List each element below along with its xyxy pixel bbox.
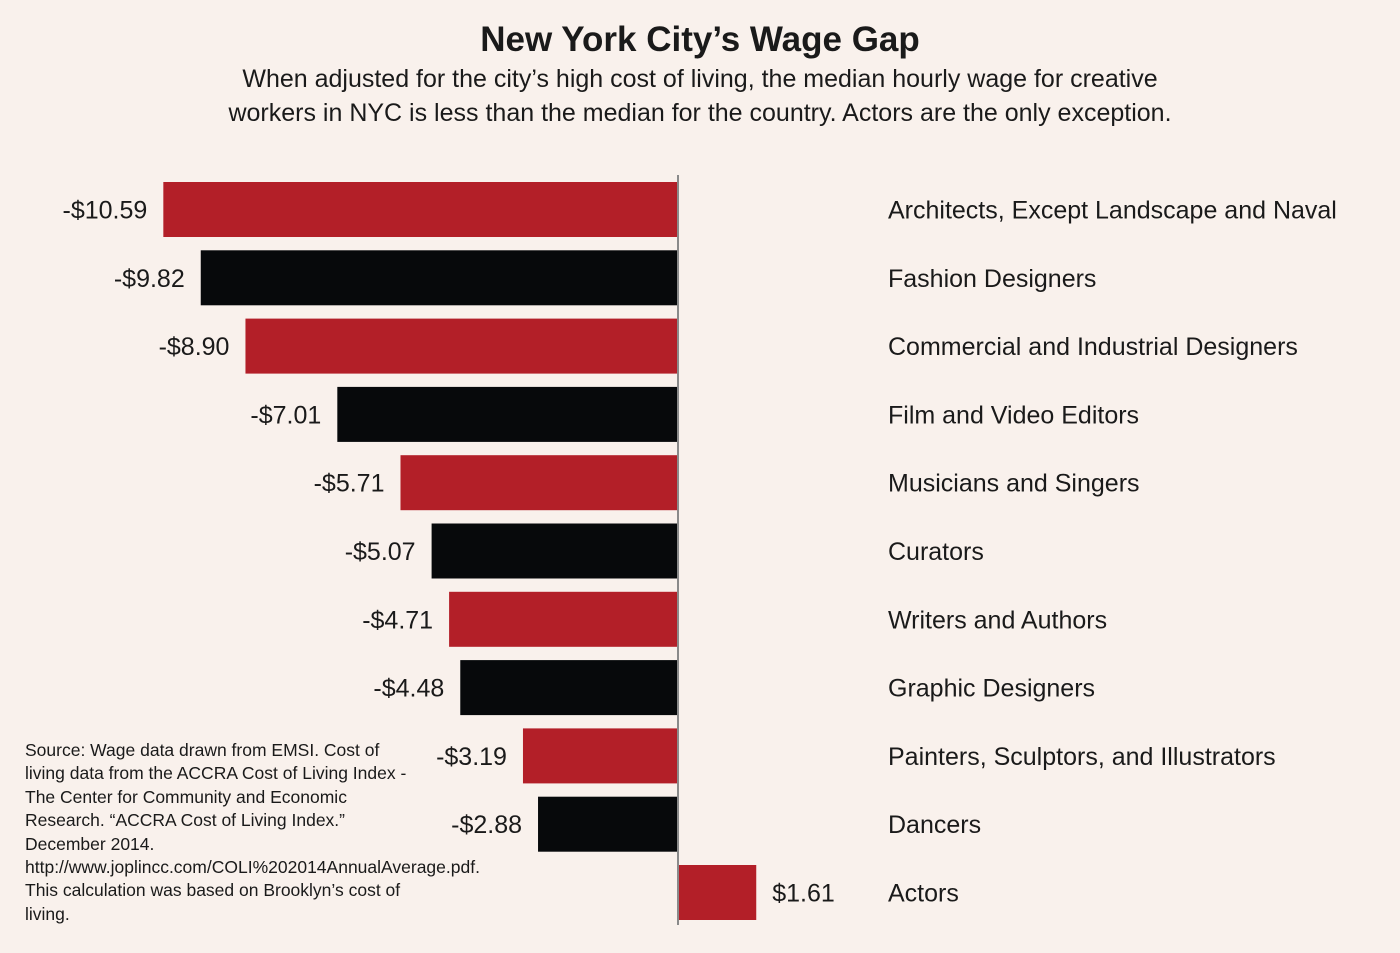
- bar: [460, 660, 678, 716]
- bar: [449, 591, 678, 647]
- data-label: -$4.71: [362, 606, 433, 634]
- bar: [163, 182, 679, 237]
- category-label: Architects, Except Landscape and Naval: [888, 197, 1337, 225]
- data-label: -$4.48: [373, 675, 444, 703]
- bar: [400, 455, 678, 511]
- data-label: -$7.01: [250, 401, 321, 429]
- bar: [678, 865, 757, 920]
- category-label: Painters, Sculptors, and Illustrators: [888, 743, 1276, 771]
- category-label: Dancers: [888, 811, 981, 839]
- bar: [245, 318, 678, 374]
- category-label: Musicians and Singers: [888, 470, 1140, 498]
- data-label: -$5.07: [345, 538, 416, 566]
- category-label: Actors: [888, 880, 959, 908]
- category-label: Graphic Designers: [888, 675, 1095, 703]
- data-label: -$10.59: [63, 197, 148, 225]
- chart-title: New York City’s Wage Gap: [480, 20, 920, 59]
- chart-subtitle: When adjusted for the city’s high cost o…: [228, 65, 1172, 127]
- data-label: -$3.19: [436, 743, 507, 771]
- category-label: Fashion Designers: [888, 265, 1096, 293]
- bar: [522, 728, 678, 784]
- bar: [200, 250, 679, 306]
- category-label: Writers and Authors: [888, 606, 1107, 634]
- source-note: Source: Wage data drawn from EMSI. Cost …: [25, 740, 480, 924]
- data-label: -$2.88: [451, 811, 522, 839]
- bar: [538, 796, 678, 852]
- bar: [337, 386, 678, 442]
- category-label: Curators: [888, 538, 984, 566]
- category-label: Film and Video Editors: [888, 401, 1139, 429]
- category-label: Commercial and Industrial Designers: [888, 333, 1298, 361]
- data-label: -$5.71: [314, 470, 385, 498]
- data-label: $1.61: [772, 880, 835, 908]
- data-label: -$8.90: [159, 333, 230, 361]
- data-label: -$9.82: [114, 265, 185, 293]
- bar: [431, 523, 678, 579]
